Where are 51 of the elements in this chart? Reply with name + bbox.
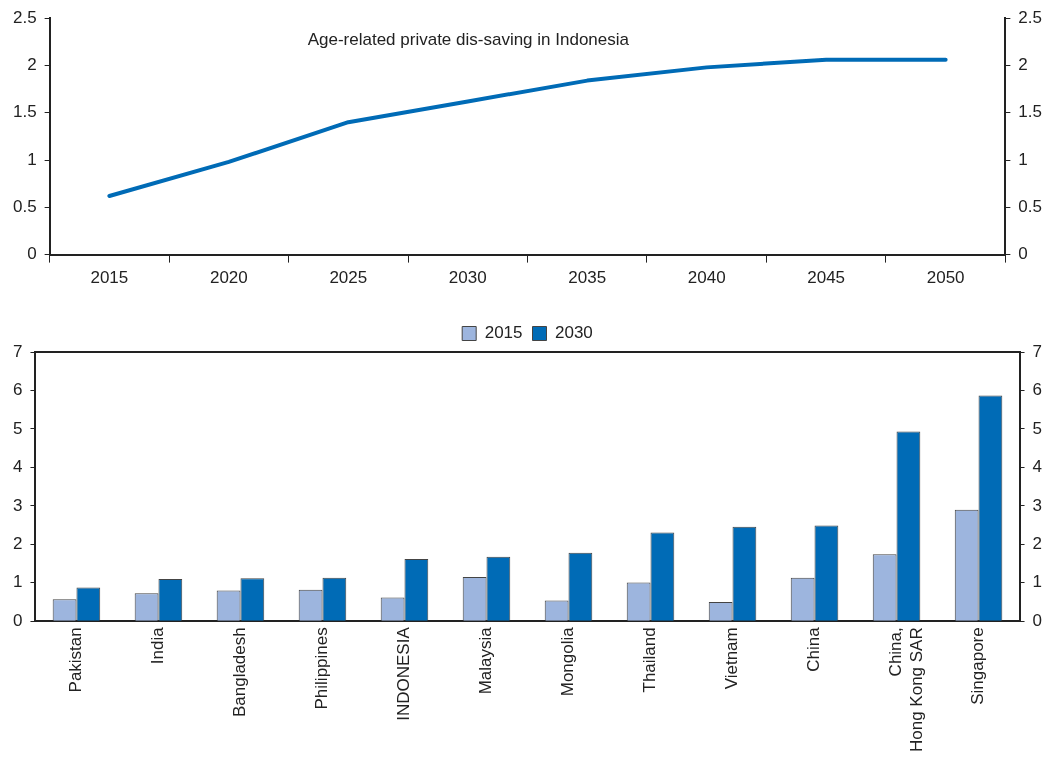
y2-tick-label: 2.5 bbox=[1018, 7, 1043, 27]
y-tick-label: 7 bbox=[12, 341, 23, 361]
y-tick-label: 2 bbox=[12, 534, 23, 554]
y-tick-label: 0 bbox=[12, 610, 23, 630]
x-tick-label: 2015 bbox=[90, 268, 129, 288]
x-tick-label: Mongolia bbox=[558, 626, 578, 697]
y2-tick-label: 0.5 bbox=[1018, 197, 1043, 217]
x-tick-label: Pakistan bbox=[66, 627, 86, 693]
y2-tick-label: 3 bbox=[1032, 495, 1043, 515]
y-tick-label: 3 bbox=[12, 495, 23, 515]
y2-tick-label: 1 bbox=[1018, 149, 1028, 169]
legend-label: 2015 bbox=[484, 323, 523, 343]
x-tick-label: Philippines bbox=[312, 627, 332, 710]
y2-tick-label: 0 bbox=[1018, 244, 1028, 264]
x-tick-label: 2035 bbox=[568, 268, 607, 288]
y2-tick-label: 2 bbox=[1018, 55, 1028, 75]
y-tick-label: 4 bbox=[12, 457, 23, 477]
y2-tick-label: 0 bbox=[1032, 610, 1043, 630]
x-tick-label: 2045 bbox=[807, 268, 846, 288]
x-tick-label: 2050 bbox=[926, 268, 965, 288]
x-tick-label: China bbox=[804, 626, 824, 672]
x-tick-label: 2030 bbox=[448, 268, 487, 288]
y2-tick-label: 7 bbox=[1032, 341, 1043, 361]
x-tick-label: 2020 bbox=[209, 268, 248, 288]
x-tick-label: Vietnam bbox=[722, 627, 742, 690]
legend-label: 2030 bbox=[555, 323, 593, 343]
y2-tick-label: 1.5 bbox=[1018, 102, 1043, 122]
y-tick-label: 0 bbox=[27, 244, 37, 264]
x-tick-label: Bangladesh bbox=[230, 627, 250, 718]
x-tick-label: 2025 bbox=[329, 268, 368, 288]
y-tick-label: 2 bbox=[27, 55, 37, 75]
x-tick-label: Singapore bbox=[968, 627, 988, 705]
y-tick-label: 1 bbox=[12, 572, 23, 592]
x-tick-label: China, Hong Kong SAR bbox=[886, 627, 926, 753]
x-tick-label: India bbox=[148, 626, 168, 665]
x-tick-label: INDONESIA bbox=[394, 626, 414, 721]
y-tick-label: 6 bbox=[12, 380, 23, 400]
y-tick-label: 0.5 bbox=[12, 197, 37, 217]
x-tick-label: Thailand bbox=[640, 627, 660, 693]
y2-tick-label: 1 bbox=[1032, 572, 1043, 592]
y2-tick-label: 6 bbox=[1032, 380, 1043, 400]
y2-tick-label: 4 bbox=[1032, 457, 1043, 477]
series-label: Age-related private dis-saving in Indonesia bbox=[307, 30, 630, 50]
y-tick-label: 1.5 bbox=[12, 102, 37, 122]
x-tick-label: 2040 bbox=[687, 268, 726, 288]
x-tick-label: Malaysia bbox=[476, 626, 496, 695]
y2-tick-label: 5 bbox=[1032, 418, 1043, 438]
y2-tick-label: 2 bbox=[1032, 534, 1043, 554]
y-tick-label: 5 bbox=[12, 418, 23, 438]
y-tick-label: 2.5 bbox=[12, 7, 37, 27]
y-tick-label: 1 bbox=[27, 149, 37, 169]
